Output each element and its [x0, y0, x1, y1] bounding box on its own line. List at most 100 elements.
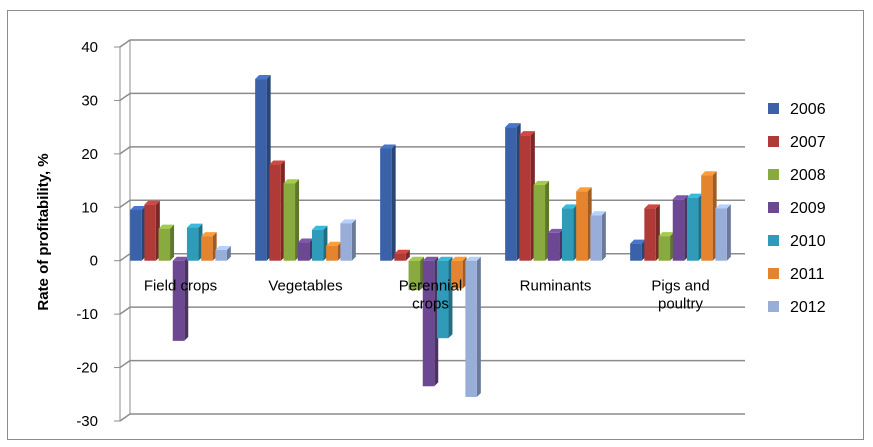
gridline-depth — [119, 199, 131, 208]
bar-front — [255, 79, 267, 261]
bar-top — [547, 228, 564, 233]
axes: 40 30 20 10 0 -10 -20 -30 Field crops Vegetables P… — [76, 39, 709, 430]
bar-front — [408, 260, 421, 291]
bar — [172, 256, 189, 341]
bar — [465, 256, 481, 397]
bar — [311, 225, 328, 261]
legend-swatch — [768, 301, 779, 312]
bar-top — [436, 256, 453, 261]
bar-top — [701, 171, 717, 176]
bar-front — [590, 215, 602, 261]
bar-top — [130, 205, 146, 210]
bar — [269, 160, 285, 261]
bar-side — [405, 249, 410, 261]
bar — [505, 123, 521, 261]
bar — [519, 131, 535, 261]
bar — [561, 204, 578, 261]
bar — [672, 195, 689, 261]
bar-front — [340, 223, 352, 261]
bar — [658, 232, 675, 261]
bar — [576, 187, 592, 261]
bar-front — [422, 260, 435, 387]
legend-label: 2007 — [790, 134, 826, 151]
bar — [186, 223, 203, 261]
bar-front — [283, 183, 296, 261]
category-label: Pigs and — [651, 278, 709, 295]
bar — [644, 204, 660, 261]
bar-top — [715, 204, 731, 209]
bar-front — [158, 228, 171, 261]
legend-swatch — [768, 136, 779, 147]
gridline-depth — [119, 146, 131, 155]
bar-top — [576, 187, 592, 192]
y-tick-label: 20 — [81, 146, 98, 163]
legend-swatch — [768, 103, 779, 114]
bar-top — [186, 223, 203, 228]
bar-front — [311, 229, 324, 261]
bar — [547, 228, 564, 261]
bar-front — [547, 232, 560, 261]
bar-top — [590, 211, 606, 216]
bar-side — [295, 179, 300, 261]
bar-front — [519, 135, 531, 261]
gridline-depth — [119, 92, 131, 102]
bar-top — [672, 195, 689, 200]
bar-top — [408, 256, 425, 261]
bar-top — [394, 249, 410, 254]
bar-top — [201, 232, 217, 237]
bar — [158, 224, 175, 261]
bar-front — [394, 253, 406, 261]
bar-front — [630, 243, 642, 261]
bar-top — [533, 180, 550, 185]
legend-label: 2008 — [790, 167, 826, 184]
bar-top — [686, 193, 703, 198]
y-tick-label: 0 — [90, 253, 98, 270]
legend-swatch — [768, 169, 779, 180]
bar-top — [422, 256, 439, 261]
y-tick-label: 40 — [81, 39, 98, 56]
bar-front — [326, 245, 338, 261]
bar-front — [505, 127, 517, 261]
category-label: poultry — [658, 296, 704, 313]
bar — [630, 239, 646, 261]
bar-side — [391, 144, 396, 261]
gridline-depth — [119, 413, 131, 422]
bar-front — [380, 148, 392, 261]
legend-label: 2010 — [790, 233, 826, 250]
bar-top — [465, 256, 481, 261]
bar-side — [170, 224, 175, 261]
bar — [215, 246, 231, 261]
bar-top — [269, 160, 285, 165]
bar-front — [144, 204, 156, 261]
category-label: crops — [412, 296, 449, 313]
legend-label: 2012 — [790, 299, 826, 316]
bar — [326, 241, 342, 261]
bar-top — [297, 238, 314, 243]
bar — [380, 144, 396, 261]
bar-front — [686, 197, 699, 261]
bar-top — [505, 123, 521, 128]
bar-front — [186, 227, 199, 261]
legend-label: 2006 — [790, 101, 826, 118]
bar-top — [519, 131, 535, 136]
bar — [255, 75, 271, 261]
category-label: Ruminants — [520, 278, 592, 295]
bar — [283, 179, 300, 261]
legend: 2006 2007 2008 2009 2010 2011 2012 — [768, 101, 826, 316]
bar-front — [672, 199, 685, 261]
bar-top — [644, 204, 660, 209]
y-tick-label: -30 — [76, 413, 98, 430]
gridline-depth — [119, 359, 131, 369]
bar — [686, 193, 703, 261]
bar — [590, 211, 606, 261]
legend-swatch — [768, 268, 779, 279]
bar-top — [326, 241, 342, 246]
legend-swatch — [768, 202, 779, 213]
bar-side — [476, 256, 481, 397]
category-label: Field crops — [144, 278, 217, 295]
bar-front — [644, 208, 656, 261]
bar-top — [215, 246, 231, 251]
y-tick-label: -20 — [76, 360, 98, 377]
bar — [715, 204, 731, 261]
bar-front — [576, 191, 588, 261]
